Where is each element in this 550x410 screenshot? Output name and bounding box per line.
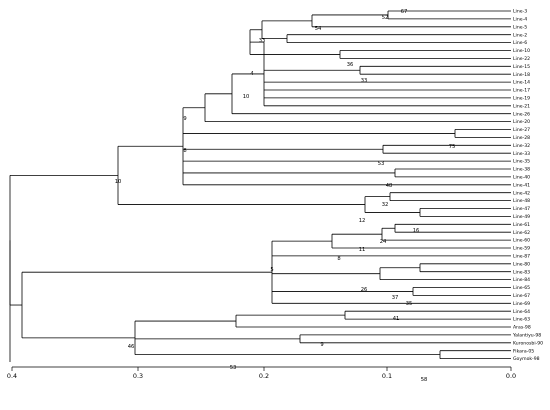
- bootstrap-value: 26: [361, 287, 368, 293]
- bootstrap-value: 24: [380, 239, 387, 245]
- leaf-label: Line-35: [513, 159, 530, 165]
- leaf-label: Line-14: [513, 80, 530, 86]
- bootstrap-value: 16: [413, 228, 420, 234]
- leaf-label: Yalantiyu-98: [512, 333, 541, 339]
- leaf-label: Line-80: [513, 261, 530, 267]
- leaf-label: Line-3: [513, 9, 527, 15]
- bootstrap-value: 36: [347, 62, 354, 68]
- bootstrap-value: 54: [315, 26, 322, 32]
- leaf-label: Line-62: [513, 230, 530, 236]
- leaf-label: Line-69: [513, 301, 530, 307]
- bootstrap-value: 32: [382, 202, 389, 208]
- leaf-label: Fikara-05: [513, 348, 534, 354]
- bootstrap-value: 46: [128, 344, 135, 350]
- bootstrap-value: 8: [183, 148, 186, 154]
- leaf-label: Line-48: [513, 198, 530, 204]
- bootstrap-value: 10: [243, 94, 250, 100]
- leaf-label: Line-64: [513, 309, 530, 315]
- bootstrap-value: 11: [359, 247, 366, 253]
- bootstrap-value: 5: [270, 267, 273, 273]
- leaf-label: Line-17: [513, 88, 530, 94]
- axis-tick-label: 0.3: [133, 372, 143, 380]
- leaf-label: Line-15: [513, 64, 530, 70]
- leaf-label: Line-63: [513, 317, 530, 323]
- leaf-label: Aras-98: [513, 325, 531, 331]
- bootstrap-value: 33: [259, 38, 266, 44]
- leaf-label: Line-38: [513, 167, 530, 173]
- bootstrap-value: 67: [401, 9, 408, 15]
- bootstrap-value: 4: [250, 71, 254, 77]
- leaf-label: Line-84: [513, 277, 530, 283]
- leaf-label: Line-61: [513, 222, 530, 228]
- axis-tick-label: 0.4: [7, 372, 17, 380]
- leaf-label: Line-20: [513, 119, 530, 125]
- bootstrap-labels: 67 52 54 33 36 33 4 10 9 75 53 8 48 10 32 12 16 24 11 8 5 26 3…: [115, 9, 456, 383]
- bootstrap-value: 37: [392, 295, 399, 301]
- bootstrap-value: 12: [359, 218, 366, 224]
- leaf-label: Line-6: [513, 40, 527, 46]
- distance-axis: 0.4 0.3 0.2 0.1 0.0: [7, 366, 516, 380]
- leaf-label: Line-5: [513, 24, 527, 30]
- bootstrap-value: 35: [406, 301, 413, 307]
- leaf-label: Line-83: [513, 269, 530, 275]
- leaf-label: Line-32: [513, 143, 530, 149]
- leaf-label: Goymok-98: [513, 356, 540, 362]
- bootstrap-value: 9: [320, 342, 323, 348]
- leaf-label: Line-47: [513, 206, 530, 212]
- bootstrap-value: 52: [382, 15, 389, 21]
- leaf-label: Line-49: [513, 214, 530, 220]
- leaf-label: Line-27: [513, 127, 530, 133]
- leaf-label: Line-33: [513, 151, 530, 157]
- bootstrap-value: 53: [378, 161, 385, 167]
- axis-tick-label: 0.2: [259, 372, 269, 380]
- leaf-label: Line-60: [513, 238, 530, 244]
- bootstrap-value: 58: [421, 377, 428, 383]
- leaf-label: Line-87: [513, 254, 530, 260]
- leaf-label: Line-4: [513, 17, 527, 23]
- bootstrap-value: 53: [230, 365, 237, 371]
- leaf-label: Line-59: [513, 246, 530, 252]
- leaf-label: Line-41: [513, 182, 530, 188]
- axis-tick-label: 0.0: [506, 372, 516, 380]
- leaf-label: Line-2: [513, 32, 527, 38]
- bootstrap-value: 75: [449, 144, 456, 150]
- leaf-label: Line-67: [513, 293, 530, 299]
- leaf-label: Line-65: [513, 285, 530, 291]
- bootstrap-value: 10: [115, 179, 122, 185]
- bootstrap-value: 41: [393, 316, 400, 322]
- axis-tick-label: 0.1: [382, 372, 392, 380]
- leaf-label: Line-28: [513, 135, 530, 141]
- bootstrap-value: 9: [183, 116, 186, 122]
- leaf-label: Kuronosbi-90: [513, 340, 543, 346]
- leaf-label: Line-10: [513, 48, 530, 54]
- leaf-label: Line-42: [513, 190, 530, 196]
- leaf-label: Line-22: [513, 56, 530, 62]
- leaf-label: Line-26: [513, 111, 530, 117]
- bootstrap-value: 33: [361, 78, 368, 84]
- leaf-label: Line-21: [513, 103, 530, 109]
- leaf-label: Line-40: [513, 175, 530, 181]
- bootstrap-value: 8: [337, 256, 340, 262]
- bootstrap-value: 48: [386, 183, 393, 189]
- leaf-label: Line-19: [513, 96, 530, 102]
- leaf-label: Line-18: [513, 72, 530, 78]
- dendrogram-branches: [9, 10, 511, 362]
